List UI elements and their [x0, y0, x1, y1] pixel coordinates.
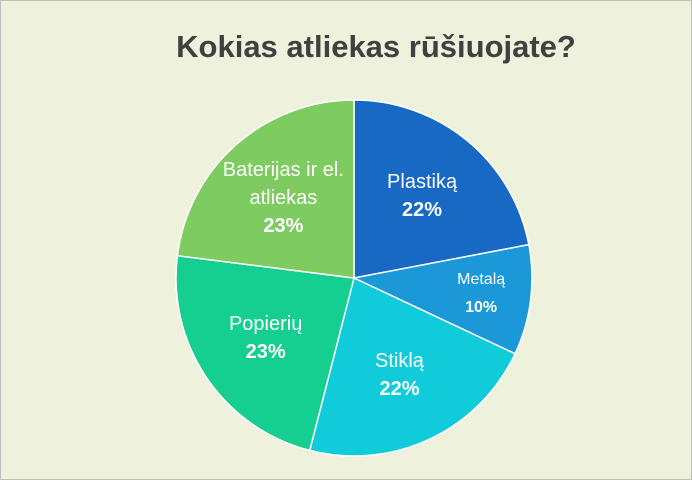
pie-slice: [308, 276, 517, 457]
pie-slice: [351, 243, 533, 355]
value-label: 22%: [379, 377, 420, 400]
slice-label: Plastiką 22%: [357, 168, 487, 224]
value-label: 10%: [465, 299, 498, 317]
value-label: 23%: [263, 214, 304, 237]
slice-label: Popierių 23%: [201, 310, 331, 366]
category-label: Plastiką: [387, 170, 458, 193]
category-label: Baterijas ir el. atliekas: [222, 158, 344, 209]
chart-title: Kokias atliekas rūšiuojate?: [176, 29, 576, 64]
category-label: Popierių: [228, 313, 303, 336]
value-label: 23%: [245, 341, 286, 364]
slice-label: Metalą 10%: [416, 266, 546, 322]
slice-label: Stiklą 22%: [334, 347, 464, 403]
category-label: Stiklą: [375, 349, 424, 372]
value-label: 22%: [402, 198, 443, 221]
pie-slice: [176, 99, 355, 279]
pie-slice: [175, 254, 355, 452]
category-label: Metalą: [457, 271, 506, 289]
slice-label: Baterijas ir el. atliekas 23%: [218, 156, 348, 240]
pie-slice: [353, 99, 530, 279]
